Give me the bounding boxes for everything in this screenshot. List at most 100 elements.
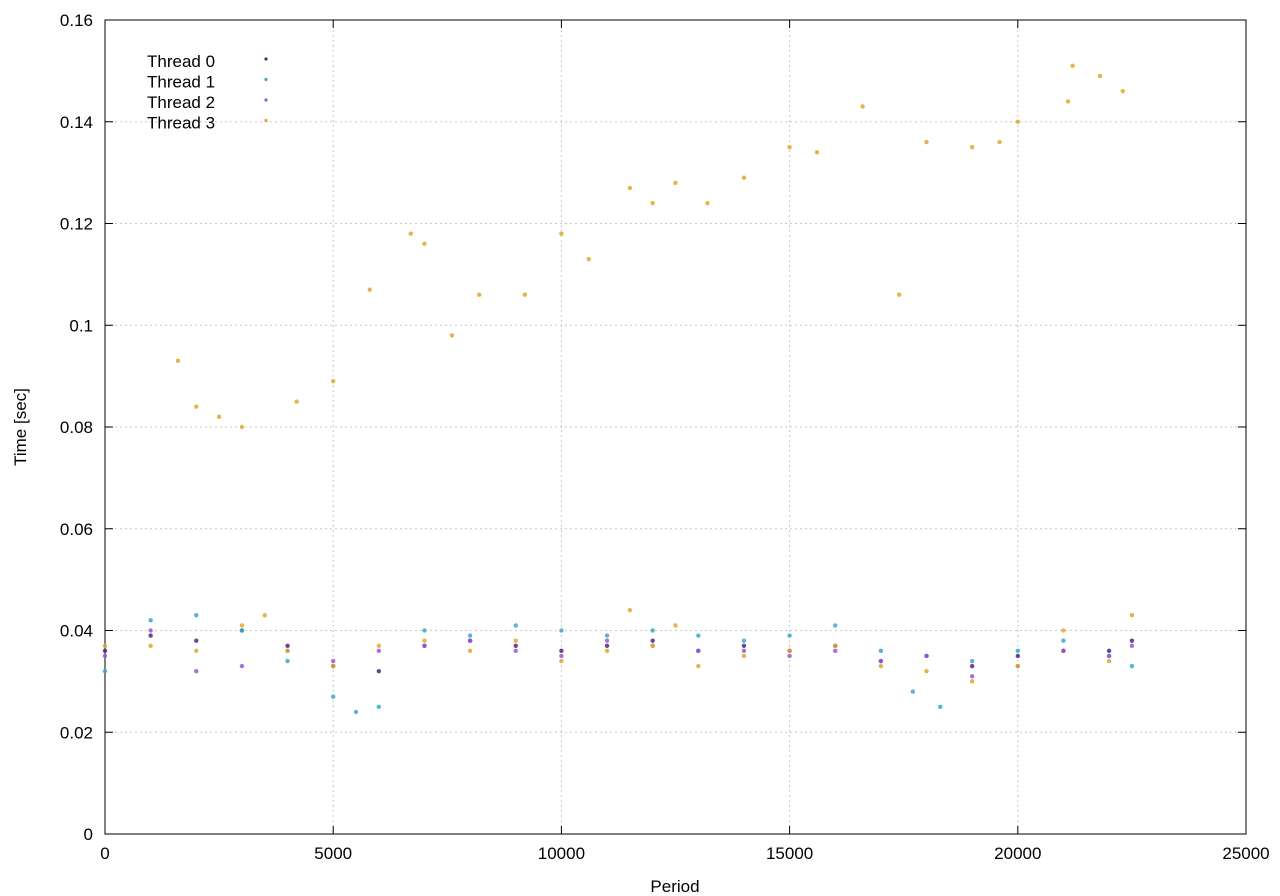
data-point <box>239 628 245 633</box>
data-point <box>285 643 290 648</box>
y-tick-label: 0.14 <box>60 113 93 132</box>
data-point <box>376 648 382 654</box>
data-point <box>294 399 299 404</box>
data-point <box>833 643 838 648</box>
data-point <box>969 674 975 679</box>
data-point <box>477 292 482 297</box>
data-point <box>285 648 290 654</box>
data-point <box>696 663 701 669</box>
data-points <box>102 63 1135 715</box>
data-point <box>422 628 427 633</box>
data-point <box>559 658 564 664</box>
series-2 <box>102 628 1135 679</box>
data-point <box>878 648 884 654</box>
data-point <box>331 663 336 669</box>
data-point <box>650 638 655 643</box>
data-point <box>285 658 290 664</box>
data-point <box>586 256 591 262</box>
data-point <box>194 404 199 409</box>
series-4 <box>175 63 1125 430</box>
data-point <box>969 658 975 664</box>
legend-label: Thread 0 <box>147 52 215 71</box>
gridlines <box>105 20 1246 834</box>
y-tick-label: 0.16 <box>60 11 93 30</box>
data-point <box>787 653 792 659</box>
data-point <box>1129 663 1135 669</box>
data-point <box>513 623 518 628</box>
series-1 <box>102 613 1135 715</box>
data-point <box>522 292 528 297</box>
data-point <box>376 669 382 674</box>
data-point <box>969 144 975 150</box>
y-tick-label: 0.06 <box>60 520 93 539</box>
data-point <box>741 638 747 643</box>
data-point <box>910 689 916 694</box>
data-point <box>938 704 943 710</box>
data-point <box>422 638 427 643</box>
series-0 <box>102 628 1135 674</box>
data-point <box>194 638 199 643</box>
data-point <box>878 663 884 669</box>
legend-label: Thread 1 <box>147 73 215 92</box>
data-point <box>1097 73 1103 79</box>
data-point <box>741 175 747 180</box>
data-point <box>467 648 473 654</box>
legend-marker <box>264 98 268 102</box>
data-point <box>741 643 747 648</box>
data-point <box>449 333 455 338</box>
data-point <box>148 643 153 648</box>
data-point <box>376 643 382 648</box>
legend-marker <box>264 57 268 61</box>
y-tick-label: 0.04 <box>60 622 93 641</box>
data-point <box>969 679 975 684</box>
x-axis-label: Period <box>650 877 699 896</box>
y-tick-label: 0 <box>84 825 93 844</box>
data-point <box>102 648 108 654</box>
x-tick-label: 20000 <box>994 844 1041 863</box>
data-point <box>1129 613 1135 618</box>
data-point <box>896 292 902 297</box>
data-point <box>696 633 701 638</box>
data-point <box>513 643 518 648</box>
x-tick-label: 25000 <box>1222 844 1269 863</box>
data-point <box>331 379 336 384</box>
data-point <box>627 185 633 191</box>
x-tick-label: 15000 <box>766 844 813 863</box>
data-point <box>422 241 427 247</box>
data-point <box>741 648 747 654</box>
data-point <box>1015 648 1020 654</box>
y-tick-label: 0.02 <box>60 723 93 742</box>
data-point <box>604 633 610 638</box>
data-point <box>376 704 382 710</box>
data-point <box>353 709 359 715</box>
data-point <box>650 628 655 633</box>
data-point <box>1015 119 1020 124</box>
data-point <box>1106 658 1112 664</box>
x-tick-label: 5000 <box>314 844 352 863</box>
data-point <box>331 694 336 699</box>
data-point <box>1120 89 1125 94</box>
data-point <box>1065 99 1071 104</box>
y-tick-label: 0.12 <box>60 215 93 234</box>
data-point <box>924 653 929 659</box>
data-point <box>148 633 153 638</box>
data-point <box>216 414 222 420</box>
data-point <box>833 648 838 654</box>
data-point <box>148 628 153 633</box>
data-point <box>367 287 372 292</box>
data-point <box>559 231 564 236</box>
data-point <box>969 663 975 669</box>
data-point <box>650 643 655 648</box>
data-point <box>787 648 792 654</box>
data-point <box>604 643 610 648</box>
data-point <box>787 144 792 150</box>
data-point <box>833 623 838 628</box>
data-point <box>604 638 610 643</box>
data-point <box>673 623 678 628</box>
data-point <box>559 653 564 659</box>
axis-ticks: 0 5000 10000 15000 20000 25000 0 0.02 0.04 0.06 0.… <box>60 11 1270 863</box>
legend-marker <box>264 118 268 123</box>
data-point <box>239 623 245 628</box>
data-point <box>1061 628 1066 633</box>
